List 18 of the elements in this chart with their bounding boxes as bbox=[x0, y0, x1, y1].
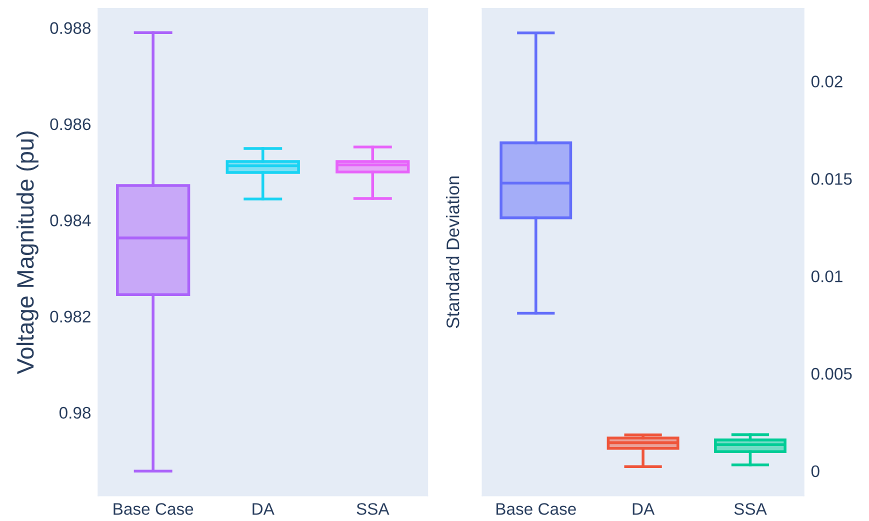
x-tick-label: SSA bbox=[734, 503, 767, 515]
x-tick-label: Base Case bbox=[496, 503, 576, 515]
y-tick-label: 0.01 bbox=[811, 270, 842, 282]
y-tick-label: 0.015 bbox=[811, 173, 852, 185]
x-tick-label: DA bbox=[252, 503, 274, 515]
y-axis-title: Standard Deviation bbox=[446, 176, 460, 328]
y-tick-label: 0 bbox=[811, 465, 820, 478]
y-tick-label: 0.02 bbox=[811, 76, 842, 88]
x-tick-label: DA bbox=[632, 503, 655, 515]
y-tick-label: 0.986 bbox=[50, 118, 91, 130]
y-axis-title: Voltage Magnitude (pu) bbox=[16, 131, 38, 374]
y-tick-label: 0.988 bbox=[50, 22, 91, 34]
y-tick-label: 0.984 bbox=[50, 214, 91, 226]
y-tick-label: 0.005 bbox=[811, 368, 852, 380]
x-tick-label: SSA bbox=[356, 503, 390, 515]
x-tick-label: Base Case bbox=[114, 503, 194, 515]
y-tick-label: 0.98 bbox=[59, 406, 91, 419]
y-tick-label: 0.982 bbox=[50, 310, 90, 323]
